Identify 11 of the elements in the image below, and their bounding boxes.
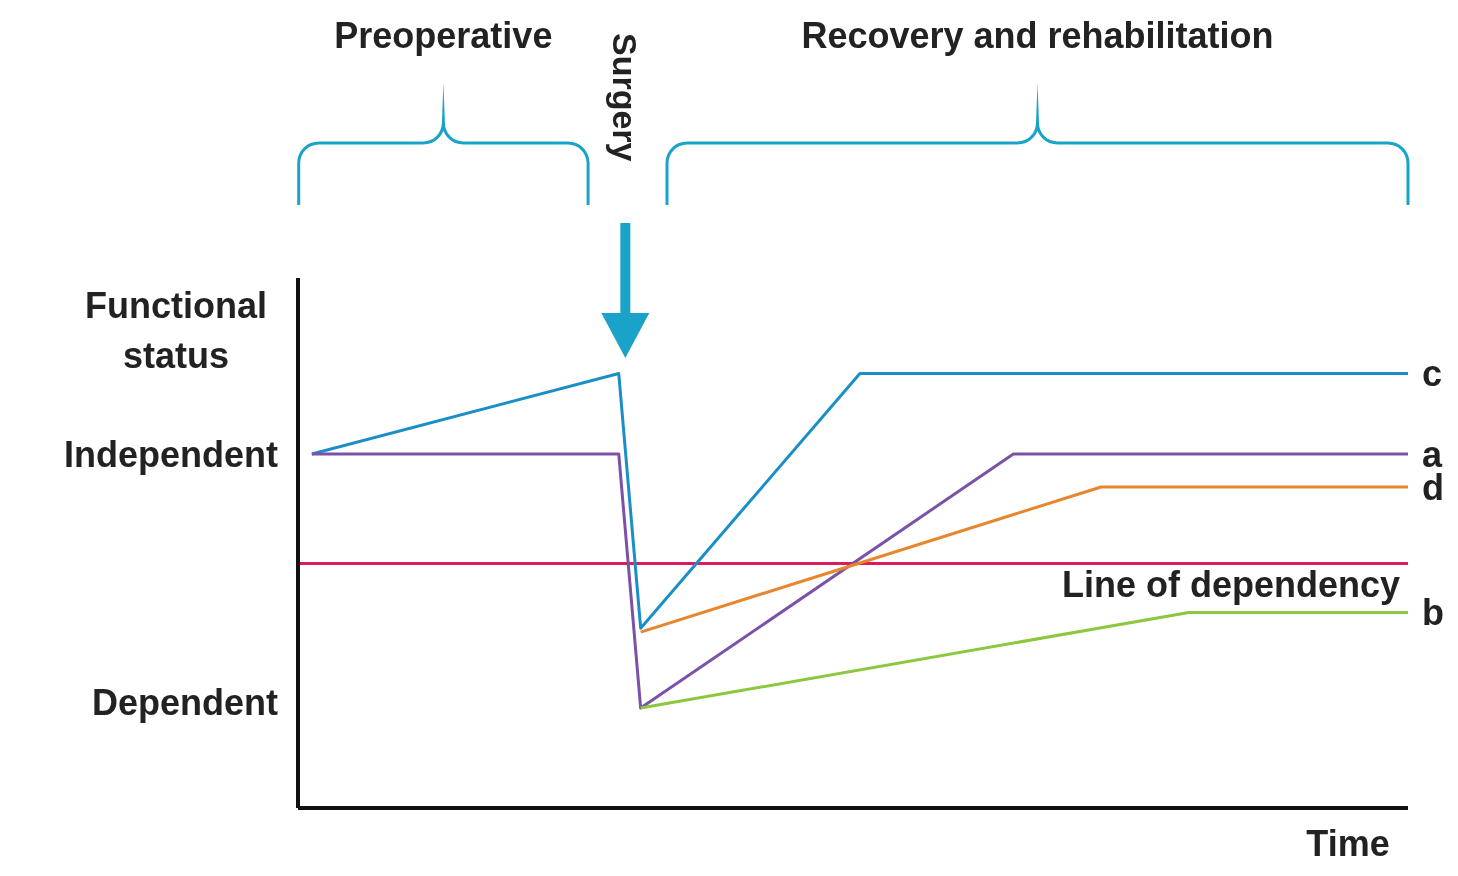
x-axis-title: Time xyxy=(1306,823,1390,864)
series-label: d xyxy=(1422,466,1444,508)
text: Surgery xyxy=(606,33,645,162)
text: Independent xyxy=(64,433,279,475)
text: Preoperative xyxy=(334,15,553,56)
series-label: b xyxy=(1422,592,1444,634)
text: Dependent xyxy=(91,682,279,724)
y-axis-title: Functional status xyxy=(85,285,267,376)
ref-line-label: Line of dependency xyxy=(1061,563,1400,605)
text: Recovery and rehabilitation xyxy=(801,15,1274,56)
series-label: c xyxy=(1422,353,1443,395)
